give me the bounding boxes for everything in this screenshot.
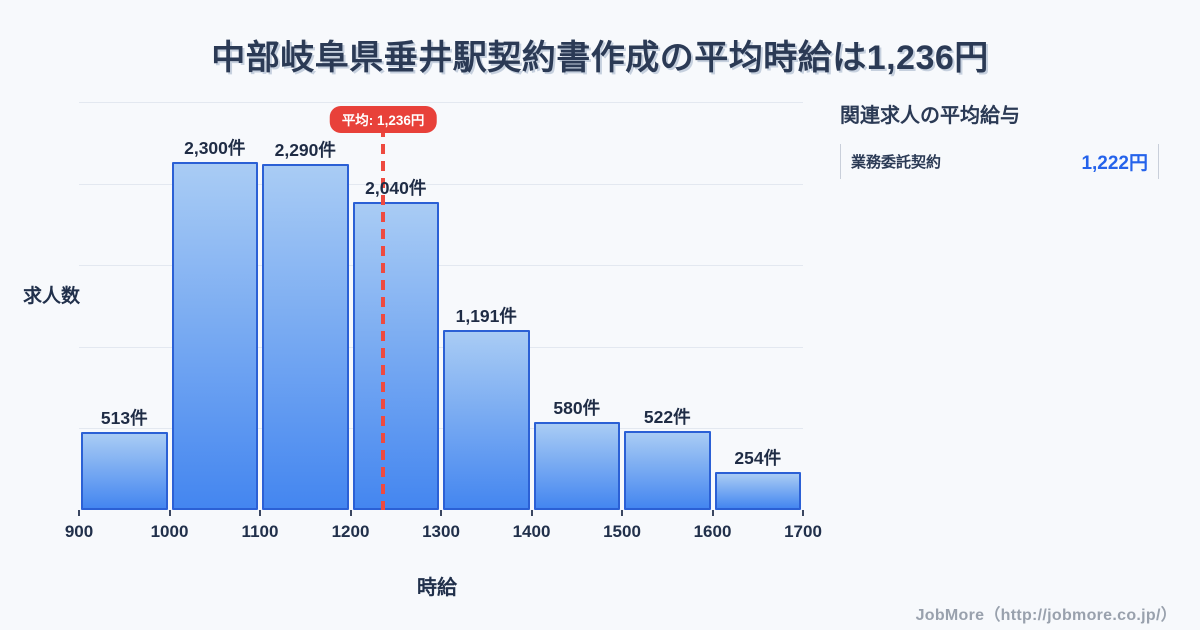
x-tick-label: 1000 xyxy=(150,522,189,541)
y-axis-label: 求人数 xyxy=(23,286,81,307)
x-tick-label: 1700 xyxy=(784,522,822,541)
bar-value-label: 522件 xyxy=(643,407,691,428)
histogram-bar xyxy=(624,431,711,510)
histogram-bar xyxy=(81,432,168,510)
histogram-bar xyxy=(714,471,801,510)
x-tick-mark xyxy=(440,510,442,516)
x-axis-label: 時給 xyxy=(417,577,457,599)
page-title: 中部岐阜県垂井駅契約書作成の平均時給は1,236円 xyxy=(211,39,989,77)
related-job-row: 業務委託契約 1,222円 xyxy=(840,144,1159,179)
gridline xyxy=(79,428,803,430)
x-tick-mark xyxy=(530,510,533,516)
x-tick-mark xyxy=(78,510,80,516)
gridline xyxy=(79,102,803,103)
x-tick-label: 1600 xyxy=(693,522,732,541)
x-tick-mark xyxy=(802,510,804,516)
x-tick-label: 1300 xyxy=(422,522,460,541)
x-tick-label: 1200 xyxy=(331,522,370,541)
average-line xyxy=(381,127,386,510)
histogram-bar xyxy=(533,422,620,510)
related-job-value: 1,222円 xyxy=(1081,153,1148,174)
bar-value-label: 513件 xyxy=(100,408,148,429)
histogram-bar xyxy=(443,330,530,510)
average-badge: 平均: 1,236円 xyxy=(329,106,437,133)
bar-value-label: 2,300件 xyxy=(184,138,246,159)
bar-value-label: 254件 xyxy=(734,447,782,468)
related-job-label: 業務委託契約 xyxy=(851,154,942,171)
bar-value-label: 2,290件 xyxy=(274,139,336,160)
bar-value-label: 580件 xyxy=(553,398,601,419)
x-tick-mark xyxy=(711,510,714,516)
x-tick-label: 900 xyxy=(64,522,94,541)
x-tick-mark xyxy=(349,510,352,516)
x-tick-mark xyxy=(621,510,623,516)
histogram-bar xyxy=(171,162,258,510)
bar-value-label: 2,040件 xyxy=(365,177,427,198)
x-tick-mark xyxy=(168,510,171,516)
gridline xyxy=(79,183,803,185)
x-tick-mark xyxy=(259,510,261,516)
gridline xyxy=(79,346,803,348)
histogram-bar xyxy=(262,163,349,510)
x-tick-label: 1100 xyxy=(241,522,279,541)
footer-credit: JobMore（http://jobmore.co.jp/） xyxy=(915,607,1177,624)
related-jobs-heading: 関連求人の平均給与 xyxy=(840,105,1020,127)
x-tick-label: 1400 xyxy=(512,522,551,541)
histogram-bar xyxy=(352,201,439,510)
gridline xyxy=(79,265,803,267)
x-tick-label: 1500 xyxy=(603,522,641,541)
bar-value-label: 1,191件 xyxy=(455,306,517,327)
